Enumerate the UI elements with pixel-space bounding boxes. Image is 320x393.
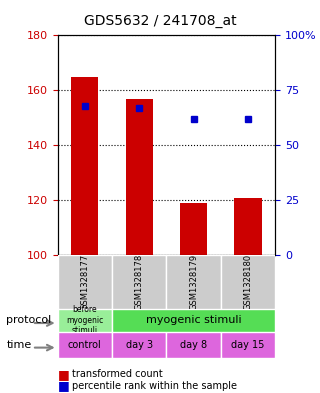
Text: control: control — [68, 340, 102, 350]
Text: day 3: day 3 — [126, 340, 153, 350]
FancyBboxPatch shape — [166, 255, 221, 309]
Text: GSM1328178: GSM1328178 — [135, 254, 144, 310]
Text: before
myogenic
stimuli: before myogenic stimuli — [66, 305, 103, 335]
Text: percentile rank within the sample: percentile rank within the sample — [72, 381, 237, 391]
Bar — [235, 198, 262, 255]
Text: ■: ■ — [58, 379, 69, 393]
FancyBboxPatch shape — [221, 255, 275, 309]
FancyBboxPatch shape — [112, 255, 166, 309]
Bar — [126, 99, 153, 255]
FancyBboxPatch shape — [221, 332, 275, 358]
FancyBboxPatch shape — [58, 332, 112, 358]
Text: ■: ■ — [58, 367, 69, 381]
Text: GDS5632 / 241708_at: GDS5632 / 241708_at — [84, 14, 236, 28]
FancyBboxPatch shape — [112, 309, 275, 332]
FancyBboxPatch shape — [58, 255, 112, 309]
Text: transformed count: transformed count — [72, 369, 163, 379]
FancyBboxPatch shape — [112, 332, 166, 358]
FancyBboxPatch shape — [58, 309, 112, 332]
Text: time: time — [6, 340, 32, 350]
Text: GSM1328177: GSM1328177 — [80, 254, 89, 310]
Text: day 8: day 8 — [180, 340, 207, 350]
Text: day 15: day 15 — [231, 340, 265, 350]
FancyBboxPatch shape — [166, 332, 221, 358]
Text: GSM1328179: GSM1328179 — [189, 254, 198, 310]
Text: myogenic stimuli: myogenic stimuli — [146, 315, 241, 325]
Text: GSM1328180: GSM1328180 — [244, 254, 252, 310]
Text: protocol: protocol — [6, 315, 52, 325]
Bar — [180, 203, 207, 255]
Bar — [71, 77, 99, 255]
